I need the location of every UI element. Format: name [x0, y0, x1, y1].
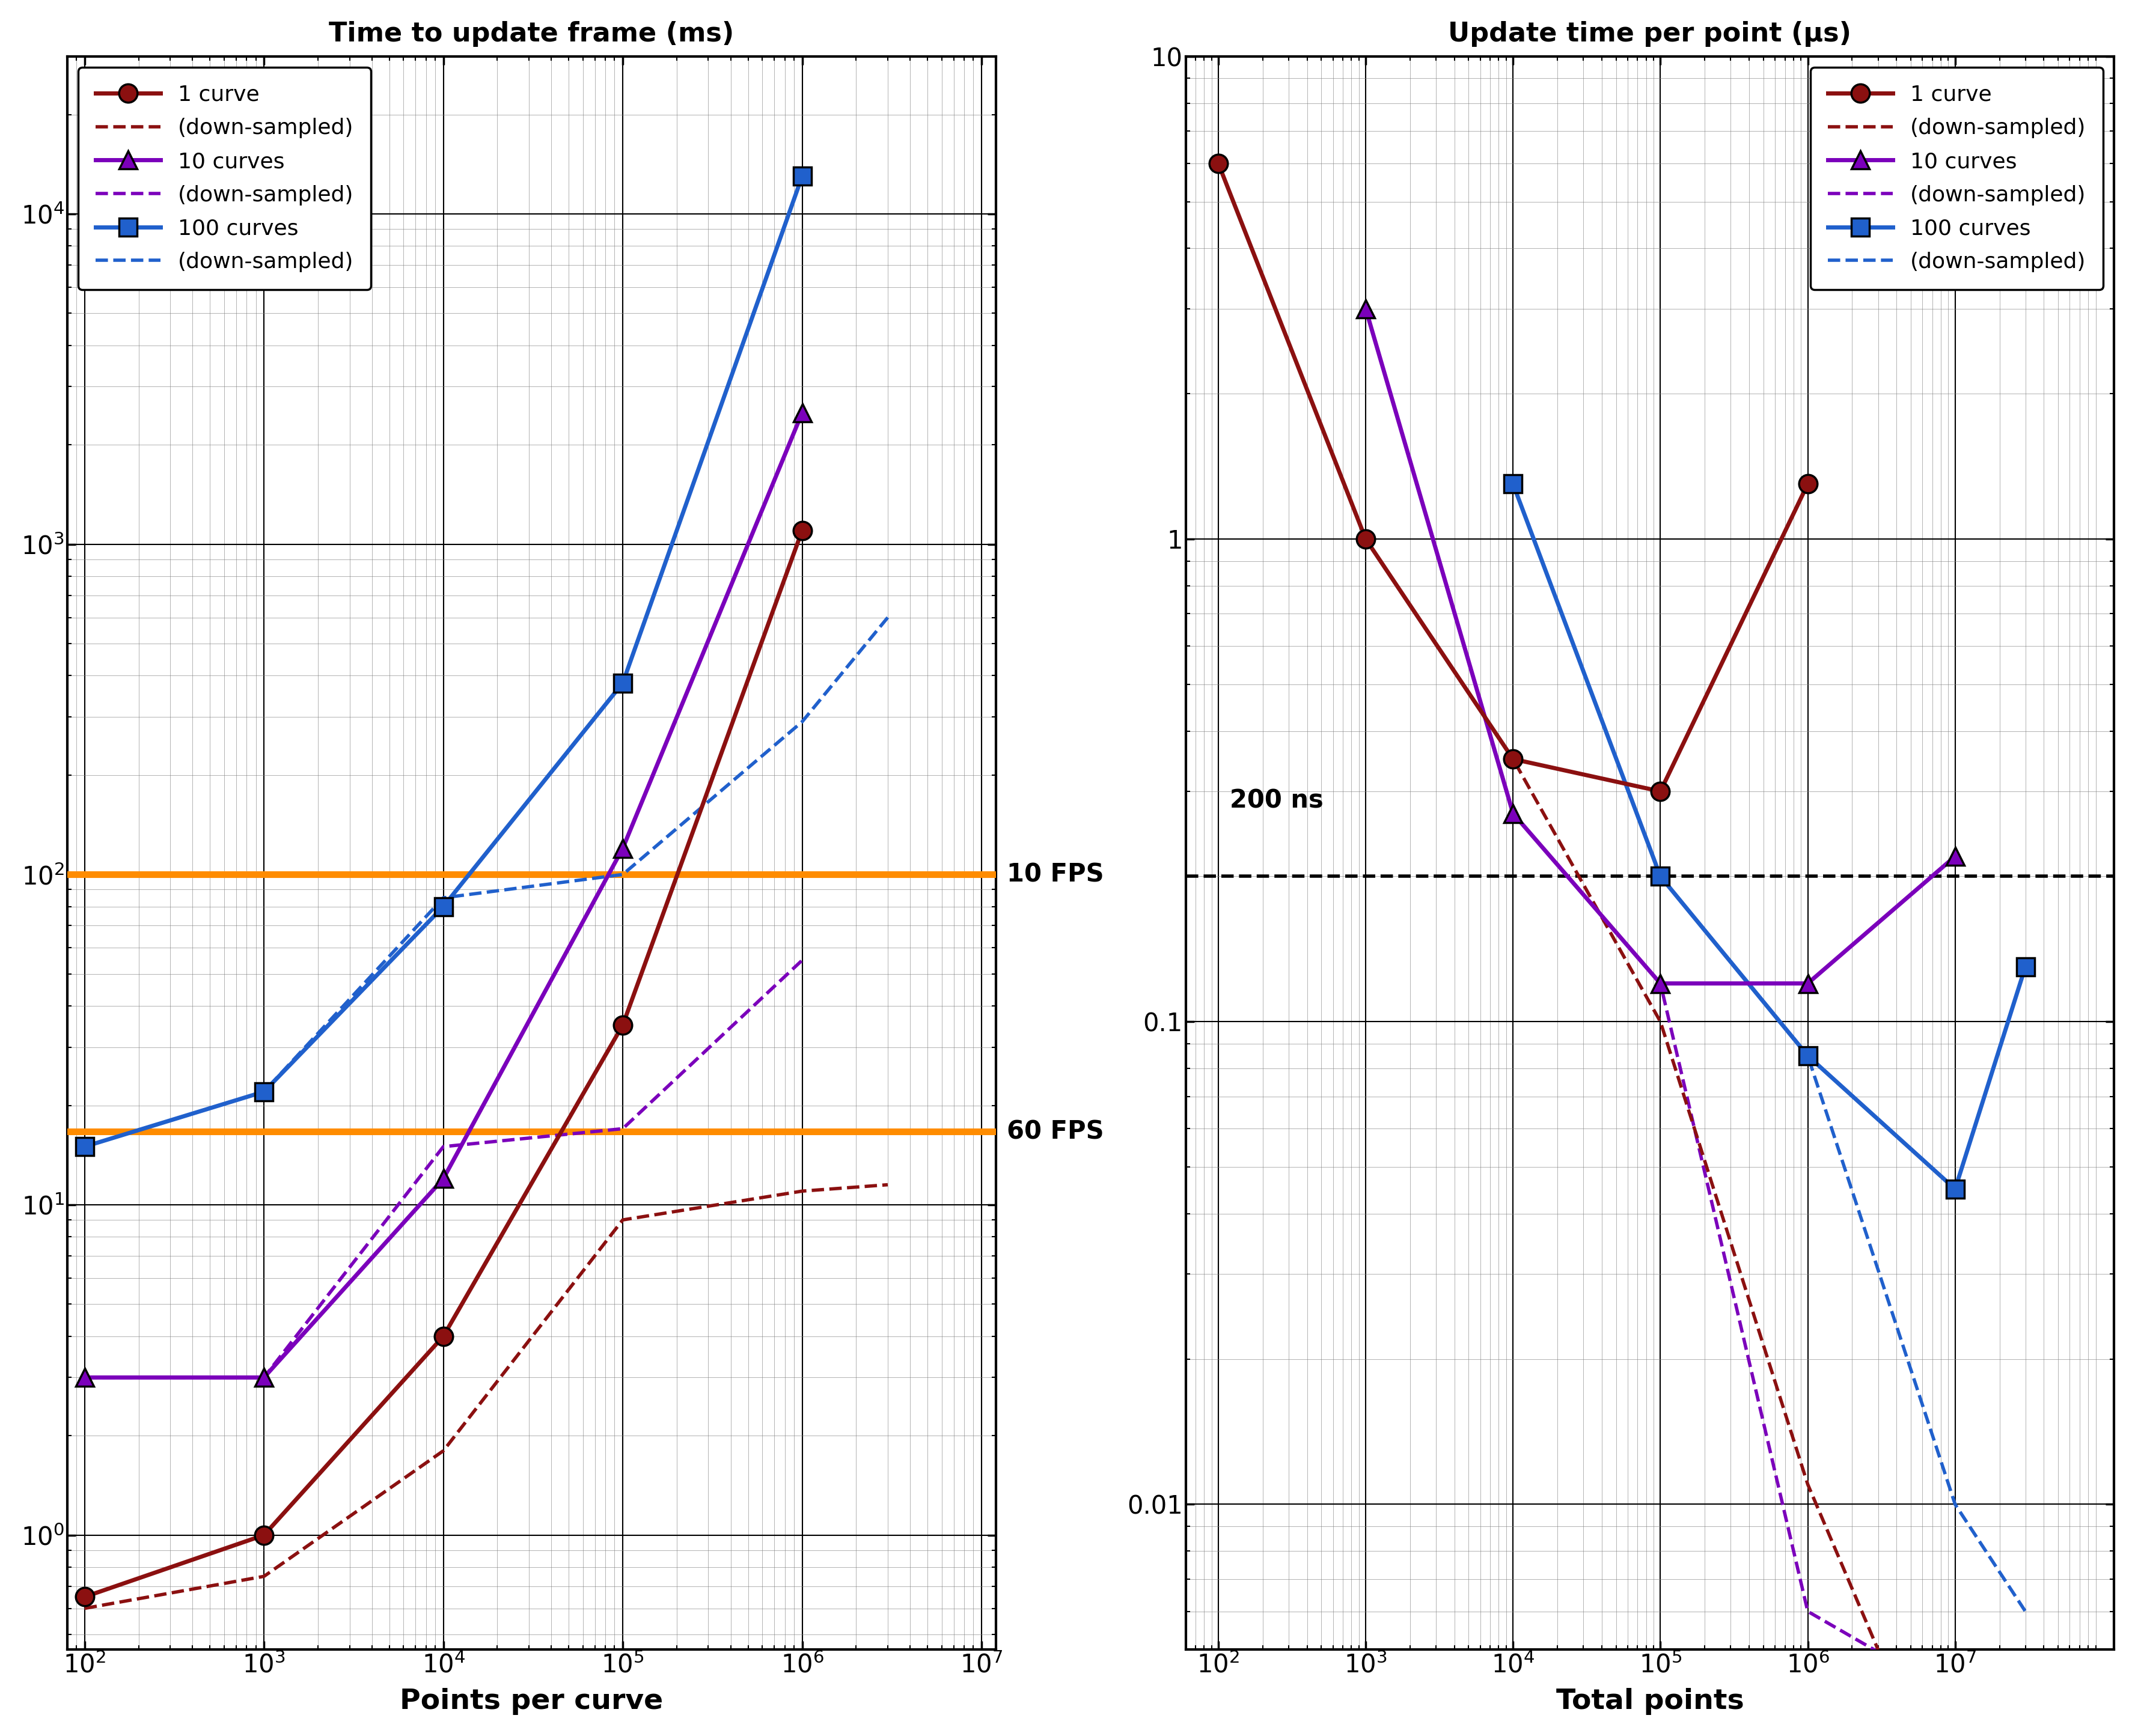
- Legend: 1 curve, (down-sampled), 10 curves, (down-sampled), 100 curves, (down-sampled): 1 curve, (down-sampled), 10 curves, (dow…: [79, 68, 371, 290]
- Text: 10 FPS: 10 FPS: [1008, 861, 1104, 887]
- X-axis label: Total points: Total points: [1556, 1687, 1744, 1715]
- X-axis label: Points per curve: Points per curve: [399, 1687, 664, 1715]
- Legend: 1 curve, (down-sampled), 10 curves, (down-sampled), 100 curves, (down-sampled): 1 curve, (down-sampled), 10 curves, (dow…: [1810, 68, 2103, 290]
- Title: Time to update frame (ms): Time to update frame (ms): [329, 21, 734, 47]
- Title: Update time per point (μs): Update time per point (μs): [1448, 21, 1851, 47]
- Text: 200 ns: 200 ns: [1230, 788, 1324, 814]
- Text: 60 FPS: 60 FPS: [1008, 1120, 1104, 1144]
